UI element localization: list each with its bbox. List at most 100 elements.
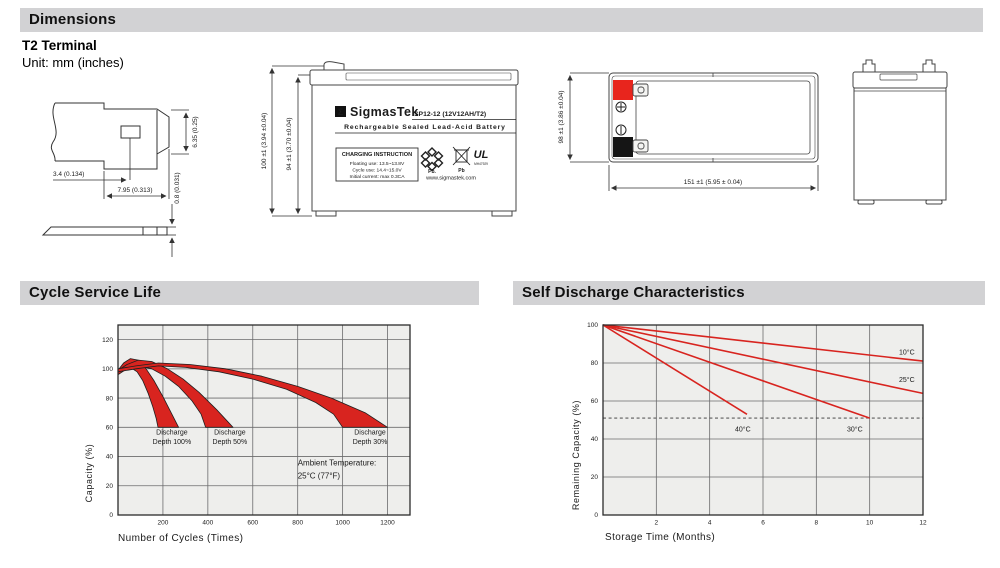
front-view-dimension-lines: [269, 65, 324, 217]
chart-annotation: Ambient Temperature:: [298, 458, 377, 467]
plot-border: [117, 324, 411, 516]
recycle-pb-icon: [420, 147, 444, 172]
series-label: 10°C: [899, 348, 915, 356]
dim-label-depth: 98 ±1 (3.86 ±0.04): [558, 90, 565, 143]
section-header-cycle-service-life: Cycle Service Life: [20, 281, 479, 305]
y-tick-label: 80: [106, 395, 114, 402]
battery-label: Σ SigmasTek SP12-12 (12V12AH/T2) Recharg…: [335, 105, 516, 182]
series-label: 40°C: [735, 425, 751, 433]
battery-type-text: Rechargeable Sealed Lead-Acid Battery: [344, 124, 506, 131]
battery-top-view-drawing: 98 ±1 (3.86 ±0.04) 151 ±1 (5.95 ± 0.04): [558, 72, 819, 191]
x-axis-title: Number of Cycles (Times): [118, 533, 243, 544]
series-line: [602, 324, 870, 419]
dim-label-thickness: 0.8 (0.031): [174, 172, 181, 203]
x-tick-label: 200: [157, 520, 168, 527]
section-header-dimensions: Dimensions: [20, 8, 983, 32]
y-tick-label: 0: [594, 512, 598, 519]
terminal-heading-block: T2 Terminal Unit: mm (inches): [22, 38, 124, 70]
negative-terminal: [613, 137, 633, 157]
recycle-pb-label: Pb.: [428, 169, 436, 175]
positive-terminal-tab: [632, 83, 649, 97]
section-header-self-discharge: Self Discharge Characteristics: [513, 281, 985, 305]
website-text: www.sigmastek.com: [425, 176, 476, 182]
y-tick-label: 20: [591, 474, 599, 481]
band-label: Depth 30%: [353, 439, 388, 446]
x-axis-title: Storage Time (Months): [605, 532, 715, 543]
terminal-blade-side-view: [41, 226, 168, 236]
y-axis-title: Capacity (%): [84, 444, 94, 503]
dim-label-width: 151 ±1 (5.95 ± 0.04): [684, 179, 742, 186]
plot-border: [602, 324, 924, 516]
x-tick-label: 10: [866, 520, 874, 527]
positive-terminal: [613, 80, 633, 100]
series-line: [602, 324, 748, 415]
x-tick-label: 1000: [335, 520, 350, 527]
self-discharge-chart: 0 20 40 60 80 100 2 4 6 8 10 12 10°C 25°C 30°C 40°C Stor…: [571, 322, 927, 543]
model-number: SP12-12 (12V12AH/T2): [414, 111, 486, 118]
terminal-outline: [50, 102, 170, 180]
band-label: Depth 50%: [213, 439, 248, 446]
y-tick-label: 40: [106, 454, 114, 461]
terminal-cross-section-drawing: 3.4 (0.134) 7.95 (0.313) 6.35 (0.25) 0.8…: [41, 102, 199, 257]
series-line: [602, 324, 924, 362]
x-tick-label: 4: [708, 520, 712, 527]
band-label: Discharge: [156, 430, 188, 437]
dim-label-width: 7.95 (0.313): [117, 187, 152, 194]
x-tick-label: 600: [247, 520, 258, 527]
y-axis-title: Remaining Capacity (%): [571, 400, 581, 510]
charging-line1: Floating use: 13.5~13.8V: [350, 161, 405, 167]
x-tick-label: 6: [761, 520, 765, 527]
chart-annotation: 25°C (77°F): [298, 471, 341, 480]
charging-line3: Initial current: max 0.3CA: [350, 174, 406, 180]
y-tick-label: 20: [106, 483, 114, 490]
minus-symbol-icon: [615, 124, 627, 136]
x-tick-label: 2: [655, 520, 659, 527]
series-label: 25°C: [899, 376, 915, 384]
series-label: 30°C: [847, 425, 863, 433]
x-tick-label: 800: [292, 520, 303, 527]
y-tick-label: 100: [587, 322, 598, 329]
battery-front-view-drawing: Σ SigmasTek SP12-12 (12V12AH/T2) Recharg…: [261, 61, 519, 217]
sigma-logo-icon: [335, 106, 346, 117]
unit-note: Unit: mm (inches): [22, 55, 124, 70]
battery-side-view-drawing: [852, 59, 948, 205]
crossed-bin-pb-icon: [452, 146, 471, 166]
negative-terminal-tab: [632, 139, 649, 153]
y-tick-label: 40: [591, 436, 599, 443]
x-tick-label: 1200: [380, 520, 395, 527]
band-label: Depth 100%: [153, 439, 192, 446]
charging-title: CHARGING INSTRUCTION: [342, 152, 412, 158]
y-tick-label: 0: [109, 512, 113, 519]
series-line: [602, 324, 924, 395]
y-tick-label: 100: [102, 366, 113, 373]
dim-label-height: 6.35 (0.25): [192, 116, 199, 147]
top-view-dimension-lines: [567, 72, 819, 191]
x-tick-label: 400: [202, 520, 213, 527]
band-label: Discharge: [354, 430, 386, 437]
charging-line2: Cycle use: 14.4~15.0V: [352, 168, 402, 174]
brand-name: SigmasTek: [350, 105, 419, 119]
plus-symbol-icon: [615, 101, 627, 113]
y-tick-label: 60: [106, 425, 114, 432]
y-tick-label: 120: [102, 337, 113, 344]
terminal-dimension-lines: [53, 109, 189, 257]
discharge-band: [117, 362, 388, 428]
sigma-logo-glyph: Σ: [338, 107, 344, 117]
dim-label-offset: 3.4 (0.134): [53, 171, 84, 178]
top-view-outline: [608, 72, 819, 163]
bin-pb-label: Pb: [458, 168, 464, 174]
side-view-outline: [852, 59, 948, 205]
dim-label-case-height: 94 ±1 (3.70 ±0.04): [286, 117, 293, 170]
y-tick-label: 60: [591, 398, 599, 405]
ul-file-number: MH47929: [474, 162, 488, 166]
terminal-type-heading: T2 Terminal: [22, 38, 97, 53]
y-tick-label: 80: [591, 360, 599, 367]
x-tick-label: 8: [815, 520, 819, 527]
band-label: Discharge: [214, 430, 246, 437]
battery-case-outline: [309, 61, 519, 217]
dim-label-total-height: 100 ±1 (3.94 ±0.04): [261, 113, 268, 170]
cycle-service-life-chart: 0 20 40 60 80 100 120 200 400 600 800 1000 1200 Disch…: [84, 324, 411, 544]
x-tick-label: 12: [919, 520, 927, 527]
ul-mark-icon: UL: [474, 149, 489, 161]
